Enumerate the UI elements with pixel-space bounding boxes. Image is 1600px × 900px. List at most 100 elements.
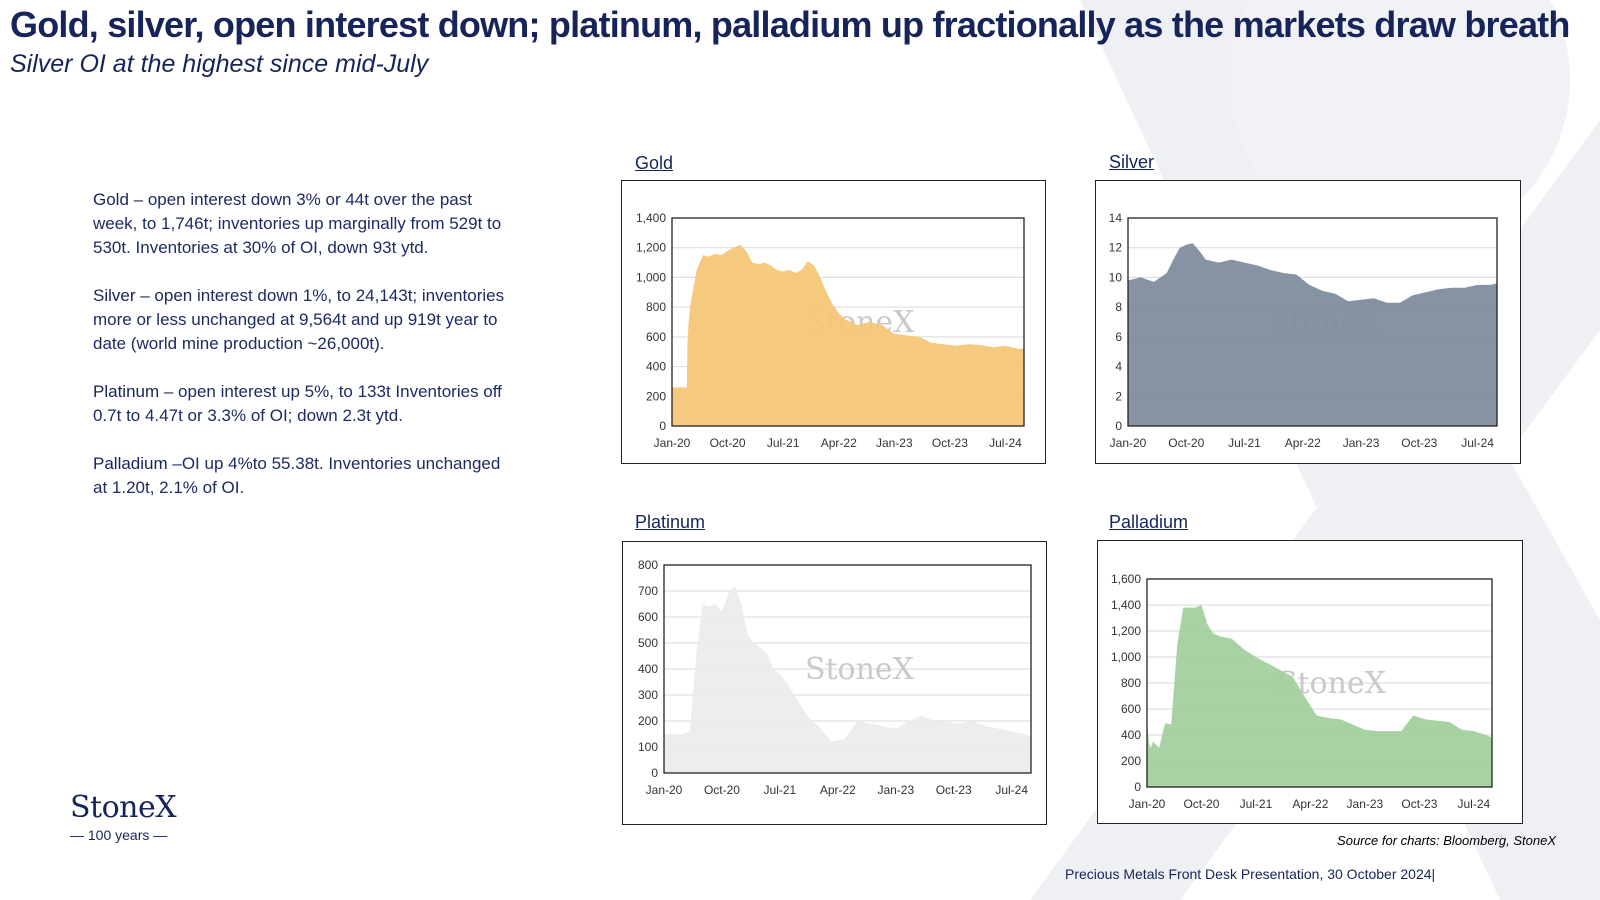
bullet-silver: Silver – open interest down 1%, to 24,14… [93, 284, 513, 356]
y-tick-label: 400 [646, 360, 666, 374]
y-tick-label: 800 [638, 558, 658, 572]
bullet-text: – open interest up 5%, to 133t Inventori… [93, 382, 502, 425]
y-tick-label: 12 [1109, 241, 1123, 255]
chart-silver: 02468101214StoneXJan-20Oct-20Jul-21Apr-2… [1095, 180, 1521, 464]
x-tick-label: Jul-21 [764, 783, 797, 797]
x-tick-label: Oct-20 [704, 783, 740, 797]
y-tick-label: 0 [659, 419, 666, 433]
area-series [1128, 243, 1497, 426]
y-tick-label: 600 [646, 330, 666, 344]
bullet-text: – open interest down 3% or 44t over the … [93, 190, 502, 257]
plot-border [663, 564, 1032, 774]
y-tick-label: 700 [638, 584, 658, 598]
y-tick-label: 0 [1115, 419, 1122, 433]
plot-border [1146, 578, 1493, 788]
x-tick-label: Jul-24 [989, 436, 1022, 450]
area-series [1147, 605, 1492, 787]
chart-palladium: 0 200 400 600 800 1,000 1,200 1,400 1,600 StoneX J… [1097, 540, 1523, 824]
y-tick-label: 1,200 [1111, 624, 1141, 638]
chart-title-platinum: Platinum [635, 512, 706, 532]
x-tick-label: Jul-21 [767, 436, 800, 450]
x-tick-label: Jan-20 [1129, 797, 1166, 811]
bullet-platinum: Platinum – open interest up 5%, to 133t … [93, 380, 513, 428]
source-note: Source for charts: Bloomberg, StoneX [1337, 833, 1556, 848]
y-tick-label: 14 [1109, 211, 1123, 225]
page-title: Gold, silver, open interest down; platin… [10, 4, 1570, 45]
x-tick-label: Jan-23 [1343, 436, 1380, 450]
x-tick-label: Jul-21 [1228, 436, 1261, 450]
bullet-text: – open interest down 1%, to 24,143t; inv… [93, 286, 505, 353]
stonex-logo: StoneX — 100 years — [70, 790, 200, 843]
commentary-list: Gold – open interest down 3% or 44t over… [93, 188, 513, 524]
area-series [672, 244, 1024, 426]
x-tick-label: Oct-20 [1183, 797, 1219, 811]
y-tick-label: 10 [1109, 270, 1123, 284]
y-tick-label: 200 [638, 714, 658, 728]
x-tick-label: Jan-23 [1347, 797, 1384, 811]
x-tick-label: Apr-22 [1285, 436, 1321, 450]
area-series [664, 585, 1031, 773]
y-tick-label: 800 [1121, 676, 1141, 690]
plot-border [1127, 217, 1498, 427]
y-tick-label: 400 [1121, 728, 1141, 742]
y-tick-label: 800 [646, 300, 666, 314]
y-tick-label: 8 [1115, 300, 1122, 314]
y-tick-label: 1,600 [1111, 572, 1141, 586]
chart-platinum: 0 100 200 300 400 500 600 700 800 StoneX Jan-20 Oct… [622, 541, 1047, 825]
chart-platinum-svg: 0 100 200 300 400 500 600 700 800 StoneX Jan-20 Oct… [638, 558, 1032, 797]
y-tick-label: 0 [1134, 780, 1141, 794]
x-tick-label: Jul-21 [1240, 797, 1273, 811]
chart-title-silver: Silver [1109, 152, 1155, 172]
y-tick-label: 1,400 [636, 211, 666, 225]
chart-silver-svg: 02468101214StoneXJan-20Oct-20Jul-21Apr-2… [1109, 211, 1498, 450]
x-tick-label: Jan-20 [1110, 436, 1147, 450]
y-tick-label: 1,400 [1111, 598, 1141, 612]
x-tick-label: Jul-24 [995, 783, 1028, 797]
chart-palladium-svg: 02004006008001,0001,2001,4001,600StoneXJ… [1111, 572, 1493, 811]
y-tick-label: 100 [638, 740, 658, 754]
x-tick-label: Jan-20 [654, 436, 691, 450]
bullet-gold: Gold – open interest down 3% or 44t over… [93, 188, 513, 260]
x-tick-label: Apr-22 [820, 783, 856, 797]
y-tick-label: 300 [638, 688, 658, 702]
x-tick-label: Apr-22 [1292, 797, 1328, 811]
y-tick-label: 200 [646, 389, 666, 403]
chart-title-gold: Gold [635, 153, 674, 173]
x-tick-label: Jul-24 [1461, 436, 1494, 450]
chart-gold-svg: 02004006008001,0001,2001,400StoneXJan-20… [636, 211, 1025, 450]
y-tick-label: 1,000 [1111, 650, 1141, 664]
y-tick-label: 1,000 [636, 270, 666, 284]
chart-gold: 0 200 400 600 800 1,000 1,200 1,400 StoneX Jan-20… [621, 180, 1046, 464]
y-tick-label: 6 [1115, 330, 1122, 344]
logo-tagline: — 100 years — [70, 827, 168, 843]
logo-wordmark: StoneX [70, 790, 177, 825]
y-tick-label: 600 [1121, 702, 1141, 716]
y-tick-label: 0 [651, 766, 658, 780]
y-tick-label: 1,200 [636, 241, 666, 255]
y-tick-label: 600 [638, 610, 658, 624]
chart-title-palladium: Palladium [1109, 512, 1189, 532]
page-subtitle: Silver OI at the highest since mid-July [10, 50, 429, 78]
y-tick-label: 400 [638, 662, 658, 676]
x-tick-label: Oct-20 [1168, 436, 1204, 450]
x-tick-label: Oct-23 [936, 783, 972, 797]
x-tick-label: Oct-20 [710, 436, 746, 450]
bullet-metal: Platinum [93, 382, 160, 401]
footer-text: Precious Metals Front Desk Presentation,… [1065, 866, 1436, 882]
y-tick-label: 4 [1115, 360, 1122, 374]
y-tick-label: 500 [638, 636, 658, 650]
x-tick-label: Jan-23 [877, 783, 914, 797]
x-tick-label: Oct-23 [1401, 436, 1437, 450]
x-tick-label: Oct-23 [932, 436, 968, 450]
x-tick-label: Apr-22 [821, 436, 857, 450]
x-tick-label: Jan-20 [646, 783, 683, 797]
plot-border [671, 217, 1025, 427]
y-tick-label: 200 [1121, 754, 1141, 768]
x-tick-label: Jul-24 [1457, 797, 1490, 811]
bullet-metal: Silver [93, 286, 136, 305]
bullet-metal: Gold [93, 190, 129, 209]
x-tick-label: Oct-23 [1401, 797, 1437, 811]
bullet-palladium: Palladium –OI up 4%to 55.38t. Inventorie… [93, 452, 513, 500]
y-tick-label: 2 [1115, 389, 1122, 403]
bullet-text: –OI up 4%to 55.38t. Inventories unchange… [93, 454, 501, 497]
